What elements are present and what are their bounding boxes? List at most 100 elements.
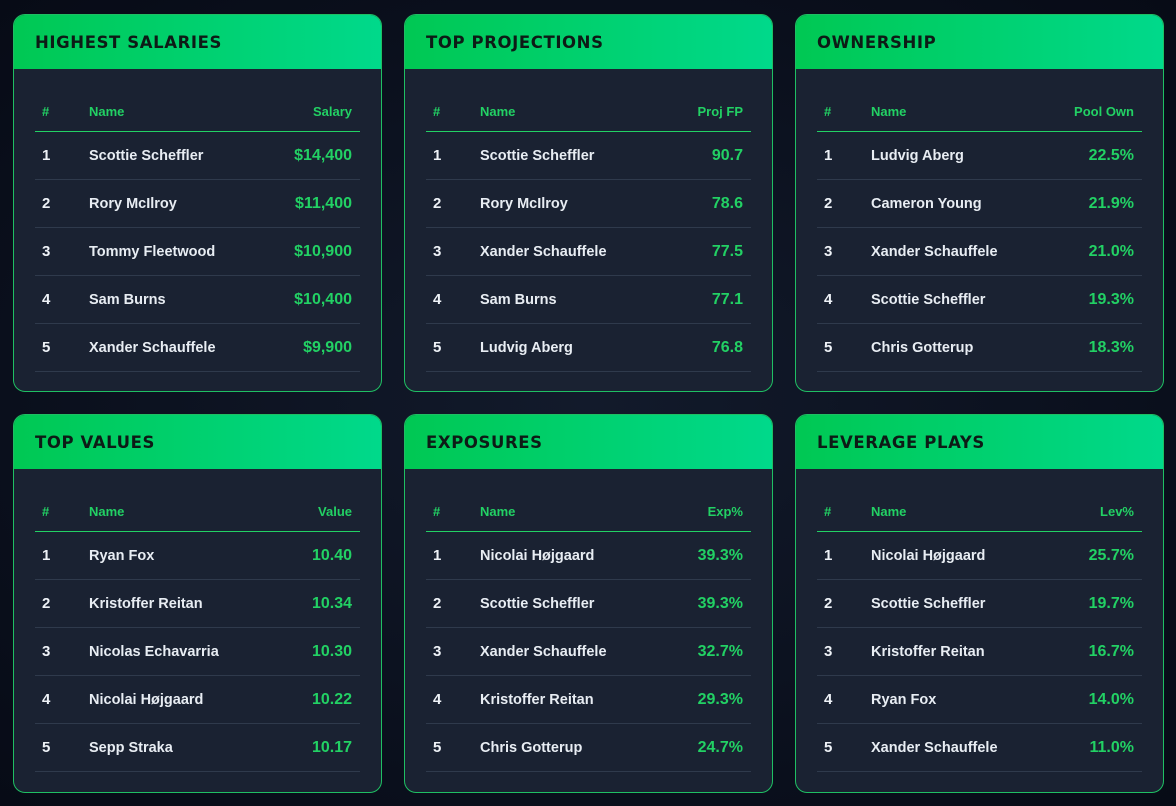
player-name: Chris Gotterup (480, 723, 641, 772)
player-name: Sam Burns (89, 275, 250, 324)
row-rank: 1 (35, 531, 89, 580)
projections-table: # Name Proj FP 1 Scottie Scheffler 90.7 … (426, 91, 751, 372)
player-name: Sepp Straka (89, 723, 250, 772)
table-row[interactable]: 5 Ludvig Aberg 76.8 (426, 323, 751, 372)
column-header-name[interactable]: Name (89, 91, 250, 132)
table-row[interactable]: 5 Chris Gotterup 24.7% (426, 723, 751, 772)
column-header-name[interactable]: Name (89, 491, 250, 532)
row-rank: 4 (817, 275, 871, 324)
row-rank: 3 (426, 227, 480, 276)
player-name: Scottie Scheffler (871, 275, 1032, 324)
table-row[interactable]: 2 Kristoffer Reitan 10.34 (35, 579, 360, 628)
table-row[interactable]: 1 Scottie Scheffler 90.7 (426, 131, 751, 180)
panel-header: TOP VALUES (14, 415, 381, 469)
table-row[interactable]: 4 Nicolai Højgaard 10.22 (35, 675, 360, 724)
panel-ownership: OWNERSHIP # Name Pool Own 1 Ludvig Aberg… (795, 14, 1164, 392)
row-rank: 5 (35, 323, 89, 372)
column-header-name[interactable]: Name (480, 91, 641, 132)
column-header-rank[interactable]: # (817, 91, 871, 132)
column-header-rank[interactable]: # (817, 491, 871, 532)
table-row[interactable]: 3 Nicolas Echavarria 10.30 (35, 627, 360, 676)
row-rank: 2 (35, 579, 89, 628)
column-header-salary[interactable]: Salary (250, 91, 360, 132)
table-row[interactable]: 1 Scottie Scheffler $14,400 (35, 131, 360, 180)
panel-top-projections: TOP PROJECTIONS # Name Proj FP 1 Scottie… (404, 14, 773, 392)
value-score: 10.34 (250, 579, 360, 628)
row-rank: 4 (35, 675, 89, 724)
table-header-row: # Name Lev% (817, 491, 1142, 532)
table-row[interactable]: 5 Sepp Straka 10.17 (35, 723, 360, 772)
table-header-row: # Name Proj FP (426, 91, 751, 132)
exposure-value: 39.3% (641, 579, 751, 628)
column-header-proj-fp[interactable]: Proj FP (641, 91, 751, 132)
player-name: Rory McIlroy (480, 179, 641, 228)
panel-title: TOP PROJECTIONS (426, 32, 604, 52)
panel-title: LEVERAGE PLAYS (817, 432, 985, 452)
exposure-value: 24.7% (641, 723, 751, 772)
table-row[interactable]: 2 Rory McIlroy 78.6 (426, 179, 751, 228)
column-header-rank[interactable]: # (426, 91, 480, 132)
row-rank: 2 (426, 579, 480, 628)
value-score: 10.22 (250, 675, 360, 724)
table-row[interactable]: 3 Kristoffer Reitan 16.7% (817, 627, 1142, 676)
exposure-value: 39.3% (641, 531, 751, 580)
table-row[interactable]: 3 Xander Schauffele 21.0% (817, 227, 1142, 276)
column-header-name[interactable]: Name (871, 491, 1032, 532)
table-header-row: # Name Salary (35, 91, 360, 132)
table-row[interactable]: 1 Ryan Fox 10.40 (35, 531, 360, 580)
panel-exposures: EXPOSURES # Name Exp% 1 Nicolai Højgaard… (404, 414, 773, 793)
table-row[interactable]: 1 Ludvig Aberg 22.5% (817, 131, 1142, 180)
player-name: Kristoffer Reitan (480, 675, 641, 724)
ownership-table: # Name Pool Own 1 Ludvig Aberg 22.5% 2 C… (817, 91, 1142, 372)
projection-value: 77.1 (641, 275, 751, 324)
table-row[interactable]: 3 Xander Schauffele 32.7% (426, 627, 751, 676)
column-header-rank[interactable]: # (35, 491, 89, 532)
row-rank: 1 (817, 531, 871, 580)
leverage-value: 19.7% (1032, 579, 1142, 628)
table-row[interactable]: 4 Scottie Scheffler 19.3% (817, 275, 1142, 324)
column-header-leverage[interactable]: Lev% (1032, 491, 1142, 532)
panel-title: OWNERSHIP (817, 32, 937, 52)
player-name: Scottie Scheffler (480, 579, 641, 628)
dashboard-grid: HIGHEST SALARIES # Name Salary 1 Scottie… (13, 14, 1164, 793)
column-header-name[interactable]: Name (480, 491, 641, 532)
column-header-pool-own[interactable]: Pool Own (1032, 91, 1142, 132)
table-row[interactable]: 2 Scottie Scheffler 19.7% (817, 579, 1142, 628)
table-row[interactable]: 4 Ryan Fox 14.0% (817, 675, 1142, 724)
ownership-value: 21.0% (1032, 227, 1142, 276)
table-row[interactable]: 4 Sam Burns 77.1 (426, 275, 751, 324)
table-row[interactable]: 2 Scottie Scheffler 39.3% (426, 579, 751, 628)
value-score: 10.17 (250, 723, 360, 772)
table-row[interactable]: 2 Cameron Young 21.9% (817, 179, 1142, 228)
table-row[interactable]: 3 Tommy Fleetwood $10,900 (35, 227, 360, 276)
salary-value: $10,400 (250, 275, 360, 324)
table-row[interactable]: 4 Sam Burns $10,400 (35, 275, 360, 324)
column-header-value[interactable]: Value (250, 491, 360, 532)
row-rank: 5 (426, 723, 480, 772)
column-header-exposure[interactable]: Exp% (641, 491, 751, 532)
player-name: Kristoffer Reitan (871, 627, 1032, 676)
table-row[interactable]: 4 Kristoffer Reitan 29.3% (426, 675, 751, 724)
column-header-name[interactable]: Name (871, 91, 1032, 132)
table-row[interactable]: 1 Nicolai Højgaard 39.3% (426, 531, 751, 580)
table-row[interactable]: 2 Rory McIlroy $11,400 (35, 179, 360, 228)
table-header-row: # Name Exp% (426, 491, 751, 532)
column-header-rank[interactable]: # (426, 491, 480, 532)
table-row[interactable]: 3 Xander Schauffele 77.5 (426, 227, 751, 276)
column-header-rank[interactable]: # (35, 91, 89, 132)
table-row[interactable]: 5 Xander Schauffele $9,900 (35, 323, 360, 372)
exposures-table: # Name Exp% 1 Nicolai Højgaard 39.3% 2 S… (426, 491, 751, 772)
panel-body: # Name Lev% 1 Nicolai Højgaard 25.7% 2 S… (796, 469, 1163, 772)
table-row[interactable]: 5 Chris Gotterup 18.3% (817, 323, 1142, 372)
row-rank: 3 (817, 627, 871, 676)
row-rank: 2 (817, 579, 871, 628)
panel-body: # Name Value 1 Ryan Fox 10.40 2 Kristoff… (14, 469, 381, 772)
panel-body: # Name Pool Own 1 Ludvig Aberg 22.5% 2 C… (796, 69, 1163, 372)
table-row[interactable]: 5 Xander Schauffele 11.0% (817, 723, 1142, 772)
panel-leverage-plays: LEVERAGE PLAYS # Name Lev% 1 Nicolai Høj… (795, 414, 1164, 793)
ownership-value: 21.9% (1032, 179, 1142, 228)
row-rank: 3 (426, 627, 480, 676)
table-row[interactable]: 1 Nicolai Højgaard 25.7% (817, 531, 1142, 580)
panel-title: TOP VALUES (35, 432, 156, 452)
row-rank: 1 (426, 131, 480, 180)
